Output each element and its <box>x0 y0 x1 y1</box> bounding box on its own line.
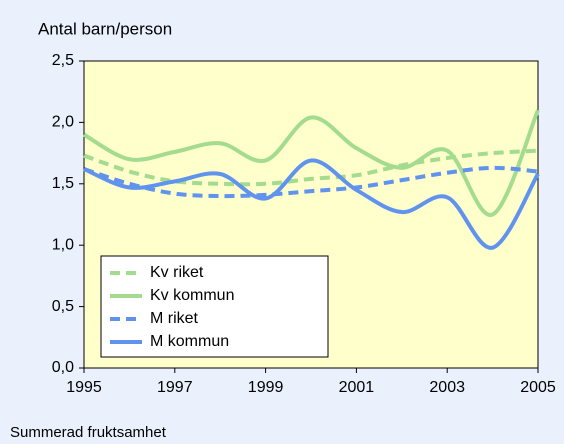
x-tick-label: 1997 <box>157 379 193 396</box>
series-line <box>82 109 540 217</box>
x-tick-label: 2003 <box>429 379 465 396</box>
y-tick-label: 0,0 <box>52 359 74 376</box>
y-tick-label: 1,5 <box>52 175 74 192</box>
series-line <box>83 158 540 250</box>
x-tick-label: 2005 <box>520 379 556 396</box>
x-tick-label: 2001 <box>339 379 375 396</box>
footer: Summerad fruktsamhet <box>10 424 167 441</box>
x-tick-label: 1999 <box>248 379 284 396</box>
legend-label: Kv kommun <box>150 287 234 304</box>
chart-title: Antal barn/person <box>38 19 172 38</box>
y-tick-label: 0,5 <box>52 298 74 315</box>
legend-label: Kv riket <box>150 264 204 281</box>
legend-label: M kommun <box>150 333 229 350</box>
y-tick-label: 1,0 <box>52 236 74 253</box>
series-line <box>83 165 539 199</box>
y-tick-label: 2,0 <box>52 114 74 131</box>
series-line <box>83 148 539 187</box>
x-tick-label: 1995 <box>66 379 102 396</box>
legend-label: M riket <box>150 310 199 327</box>
y-tick-label: 2,5 <box>52 52 74 69</box>
